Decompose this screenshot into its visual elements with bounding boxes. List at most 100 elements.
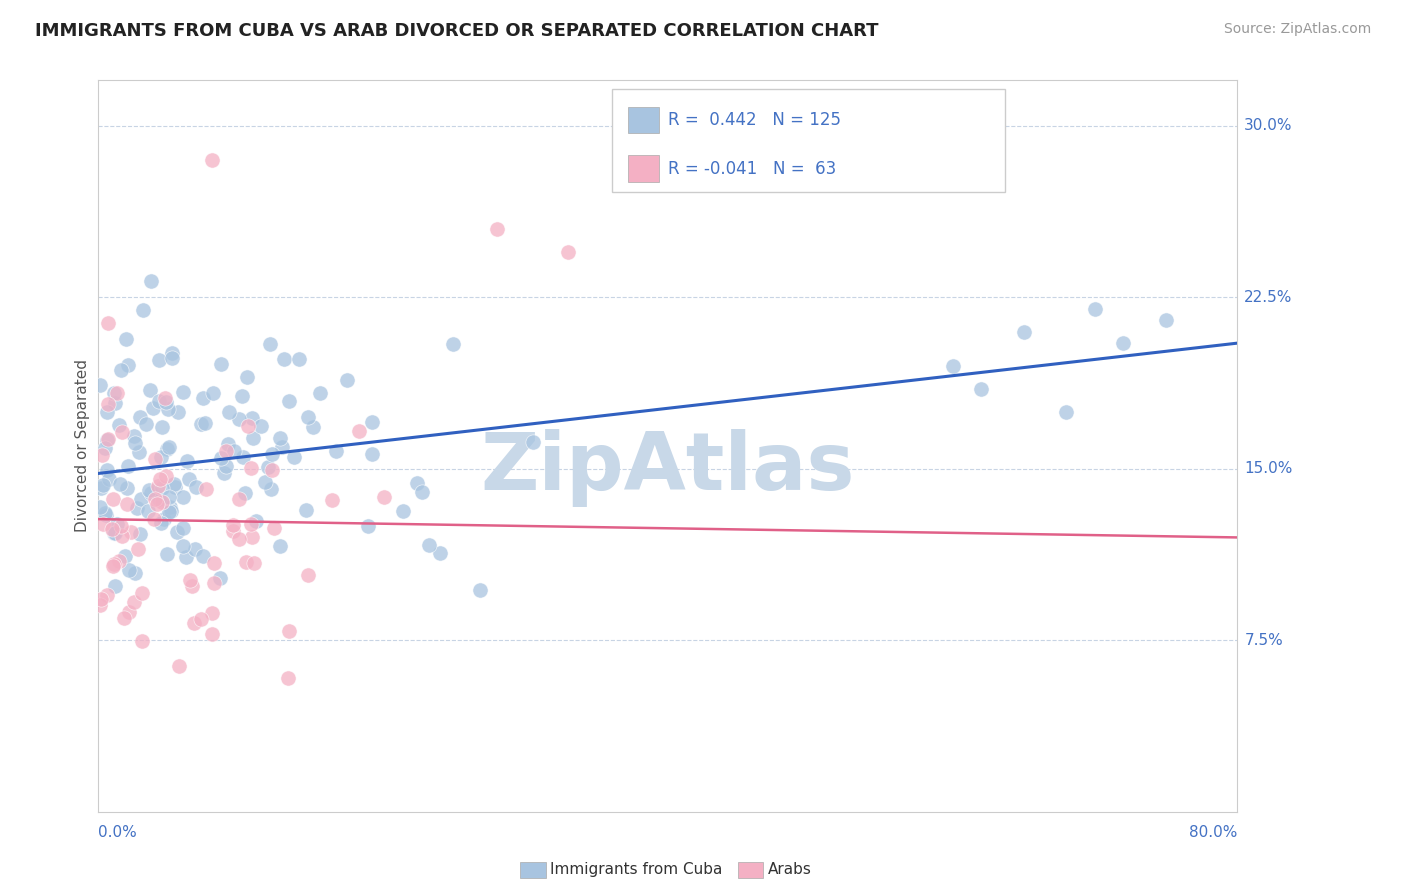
Point: [242, 431, 264, 445]
Point: [131, 586, 153, 600]
Point: [238, 419, 260, 434]
Point: [104, 396, 127, 410]
Point: [218, 405, 240, 419]
Point: [172, 384, 194, 399]
Point: [201, 386, 224, 401]
Point: [273, 352, 295, 367]
Point: [124, 436, 146, 450]
Point: [177, 472, 200, 486]
Text: 0.0%: 0.0%: [98, 825, 138, 840]
Point: [232, 450, 254, 464]
Point: [148, 394, 170, 409]
Point: [114, 333, 136, 347]
Point: [1154, 313, 1177, 327]
Point: [103, 559, 125, 574]
Point: [142, 401, 165, 415]
Point: [235, 555, 257, 569]
Point: [1012, 325, 1035, 339]
Point: [107, 554, 129, 568]
Point: [191, 391, 214, 405]
Point: [418, 538, 440, 552]
Point: [406, 475, 429, 490]
Point: [155, 469, 177, 483]
Point: [115, 497, 138, 511]
Point: [209, 571, 232, 585]
Point: [136, 504, 159, 518]
Point: [236, 370, 259, 384]
Point: [131, 491, 153, 506]
Point: [176, 454, 198, 468]
Point: [159, 500, 181, 515]
Point: [127, 500, 149, 515]
Point: [157, 402, 180, 417]
Point: [91, 478, 114, 492]
Point: [263, 521, 285, 535]
Point: [166, 405, 188, 419]
Point: [325, 443, 347, 458]
Point: [441, 337, 464, 351]
Point: [128, 445, 150, 459]
Point: [104, 579, 127, 593]
Point: [1112, 336, 1135, 351]
Point: [172, 491, 194, 505]
Point: [190, 417, 212, 431]
Point: [222, 518, 245, 533]
Point: [321, 493, 343, 508]
Point: [202, 576, 225, 591]
Point: [222, 524, 245, 539]
Point: [240, 530, 263, 544]
Point: [132, 302, 155, 317]
Point: [149, 516, 172, 531]
Point: [288, 352, 311, 367]
Point: [150, 495, 173, 509]
Point: [411, 485, 433, 500]
Point: [127, 541, 149, 556]
Point: [105, 517, 128, 532]
Text: 7.5%: 7.5%: [1244, 632, 1284, 648]
Point: [250, 419, 273, 434]
Text: R =  0.442   N = 125: R = 0.442 N = 125: [668, 111, 841, 129]
Point: [108, 477, 131, 491]
Point: [129, 409, 152, 424]
Point: [117, 358, 139, 372]
Point: [260, 482, 283, 496]
Text: 30.0%: 30.0%: [1244, 119, 1292, 134]
Point: [215, 443, 238, 458]
Text: R = -0.041   N =  63: R = -0.041 N = 63: [668, 160, 837, 178]
Point: [120, 524, 142, 539]
Point: [90, 591, 112, 606]
Point: [294, 502, 316, 516]
Point: [157, 440, 180, 454]
Point: [150, 482, 173, 496]
Point: [157, 491, 180, 505]
Point: [96, 588, 118, 602]
Point: [101, 491, 124, 506]
Text: Arabs: Arabs: [768, 863, 811, 877]
Point: [94, 442, 117, 456]
Point: [93, 506, 115, 520]
Point: [429, 546, 451, 560]
Point: [135, 417, 157, 432]
Point: [262, 463, 284, 477]
Point: [103, 526, 125, 541]
Point: [117, 481, 139, 495]
Point: [361, 447, 384, 461]
Point: [129, 526, 152, 541]
Point: [165, 480, 187, 494]
Point: [240, 461, 263, 475]
Point: [201, 626, 224, 640]
Point: [160, 504, 183, 518]
Point: [209, 357, 232, 371]
Point: [302, 420, 325, 434]
Point: [156, 547, 179, 561]
Point: [297, 410, 319, 425]
Point: [179, 573, 201, 587]
Point: [373, 490, 395, 504]
Point: [245, 514, 267, 528]
Point: [231, 389, 253, 403]
Point: [942, 359, 965, 373]
Point: [392, 504, 415, 518]
Point: [155, 395, 177, 409]
Point: [190, 612, 212, 626]
Text: ZipAtlas: ZipAtlas: [481, 429, 855, 507]
